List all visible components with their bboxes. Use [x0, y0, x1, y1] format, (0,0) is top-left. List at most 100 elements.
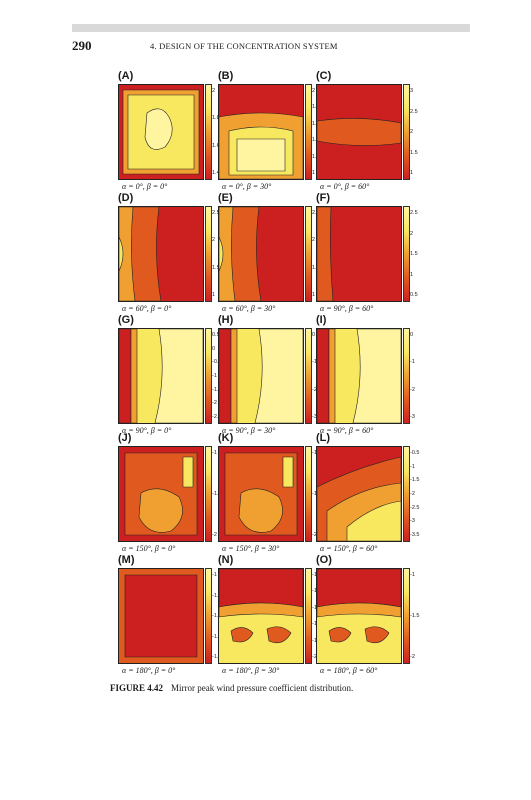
figure-panel: (L) -0.5 -1 -1.5 -2 -2.5 -3 -3.5 α = 150°, β = 6…	[316, 432, 419, 557]
colorbar	[305, 328, 312, 424]
contour-region	[230, 329, 238, 423]
contour-plot	[118, 206, 204, 302]
figure-panel: (I) 0 -1 -2 -3 α = 90°, β = 60°	[316, 314, 415, 439]
colorbar-ticks: 2.5 2 1.5 1 0.5	[410, 206, 434, 300]
contour-svg	[119, 85, 203, 179]
contour-region	[317, 329, 330, 423]
colorbar-tick-label: -1.2	[212, 592, 222, 599]
panel-label: (I)	[316, 314, 327, 326]
contour-region	[328, 329, 336, 423]
colorbar-tick-label: -2.5	[212, 414, 222, 420]
contour-svg	[317, 85, 401, 179]
panel-label: (K)	[218, 432, 234, 444]
colorbar-tick-label: 1	[312, 170, 316, 176]
colorbar-tick-label: 1.5	[212, 264, 220, 271]
contour-svg	[219, 569, 303, 663]
figure-caption: FIGURE 4.42 Mirror peak wind pressure coe…	[110, 683, 353, 693]
panel-condition: α = 150°, β = 60°	[320, 544, 378, 553]
colorbar-tick-label: -2	[410, 491, 415, 497]
panel-condition: α = 0°, β = 60°	[320, 182, 370, 191]
colorbar-tick-label: -3.5	[410, 532, 420, 538]
contour-region	[317, 207, 334, 301]
colorbar-tick-label: -2	[312, 532, 317, 538]
caption-text: Mirror peak wind pressure coefficient di…	[171, 683, 354, 693]
contour-plot	[316, 84, 402, 180]
colorbar-tick-label: 2.5	[410, 210, 418, 216]
figure-panel: (C) 3 2.5 2 1.5 1 α = 0°, β = 60°	[316, 70, 418, 195]
contour-plot	[118, 328, 204, 424]
contour-svg	[219, 447, 303, 541]
colorbar-tick-label: 1	[312, 292, 316, 298]
colorbar-tick-label: -2.5	[410, 504, 420, 511]
panel-condition: α = 90°, β = 0°	[122, 426, 172, 435]
contour-plot	[218, 568, 304, 664]
colorbar-tick-label: 0	[312, 332, 316, 338]
panel-condition: α = 90°, β = 60°	[320, 426, 374, 435]
contour-region	[328, 627, 352, 643]
colorbar-tick-label: -1	[212, 572, 217, 578]
panel-label: (M)	[118, 554, 135, 566]
panel-label: (E)	[218, 192, 233, 204]
colorbar-tick-label: 0	[212, 345, 216, 352]
contour-svg	[219, 85, 303, 179]
contour-plot	[118, 84, 204, 180]
figure-panel: (G) 0.5 0 -0.5 -1 -1.5 -2 -2.5 α = 90°, β = 0°	[118, 314, 221, 439]
panel-condition: α = 60°, β = 30°	[222, 304, 276, 313]
figure-panel: (D) 2.5 2 1.5 1 α = 60°, β = 0°	[118, 192, 220, 317]
figure-label: FIGURE 4.42	[110, 683, 164, 693]
panel-condition: α = 180°, β = 30°	[222, 666, 280, 675]
colorbar-tick-label: -0.5	[410, 450, 420, 456]
colorbar-tick-label: -2	[212, 532, 217, 538]
colorbar-tick-label: -1	[410, 463, 415, 470]
contour-plot	[218, 446, 304, 542]
contour-region	[230, 627, 254, 643]
colorbar-tick-label: -3	[410, 414, 415, 420]
panel-condition: α = 0°, β = 30°	[222, 182, 272, 191]
contour-svg	[317, 329, 401, 423]
contour-svg	[219, 329, 303, 423]
colorbar-tick-label: 2	[410, 129, 414, 135]
colorbar-ticks: 0 -1 -2 -3	[410, 328, 434, 422]
colorbar-tick-label: -1	[312, 572, 317, 578]
colorbar-tick-label: -3	[410, 518, 415, 525]
figure-panel: (O) -1 -1.5 -2 α = 180°, β = 60°	[316, 554, 419, 679]
figure-panel: (K)-1-1.5-2α = 150°, β = 30°	[218, 432, 321, 557]
contour-svg	[317, 569, 401, 663]
colorbar-tick-label: -1.6	[212, 633, 222, 640]
colorbar-ticks: 2.5 2 1.5 1	[312, 206, 336, 300]
running-head: 4. DESIGN OF THE CONCENTRATION SYSTEM	[150, 41, 338, 51]
page-number: 290	[72, 38, 92, 53]
contour-region	[317, 118, 401, 146]
colorbar-ticks: 2.5 2 1.5 1	[212, 206, 236, 300]
colorbar	[305, 568, 312, 664]
colorbar-tick-label: 1.6	[212, 142, 220, 149]
colorbar-tick-label: 2	[410, 230, 414, 237]
colorbar	[205, 568, 212, 664]
colorbar-tick-label: -1.5	[410, 613, 420, 619]
contour-region	[266, 626, 292, 644]
colorbar-tick-label: 1.4	[312, 137, 320, 144]
contour-plot	[316, 446, 402, 542]
panel-label: (B)	[218, 70, 234, 82]
contour-region	[364, 626, 390, 644]
colorbar-tick-label: 1	[410, 271, 414, 278]
contour-region	[352, 329, 401, 423]
contour-region	[124, 574, 198, 658]
colorbar-tick-label: 2.5	[312, 210, 320, 216]
colorbar-tick-label: -1	[410, 359, 415, 366]
contour-plot	[118, 446, 204, 542]
colorbar-tick-label: 2.5	[212, 210, 220, 216]
colorbar-tick-label: 1.5	[312, 264, 320, 271]
colorbar	[205, 328, 212, 424]
colorbar	[205, 84, 212, 180]
colorbar	[305, 206, 312, 302]
panel-condition: α = 180°, β = 0°	[122, 666, 176, 675]
colorbar-tick-label: -1.4	[212, 613, 222, 619]
panel-label: (O)	[316, 554, 332, 566]
colorbar	[403, 568, 410, 664]
colorbar-ticks: 2 1.8 1.6 1.4 1.2 1	[312, 84, 336, 178]
contour-svg	[219, 207, 303, 301]
panel-label: (A)	[118, 70, 134, 82]
panel-condition: α = 60°, β = 0°	[122, 304, 172, 313]
colorbar-ticks: 0.5 0 -0.5 -1 -1.5 -2 -2.5	[212, 328, 236, 422]
